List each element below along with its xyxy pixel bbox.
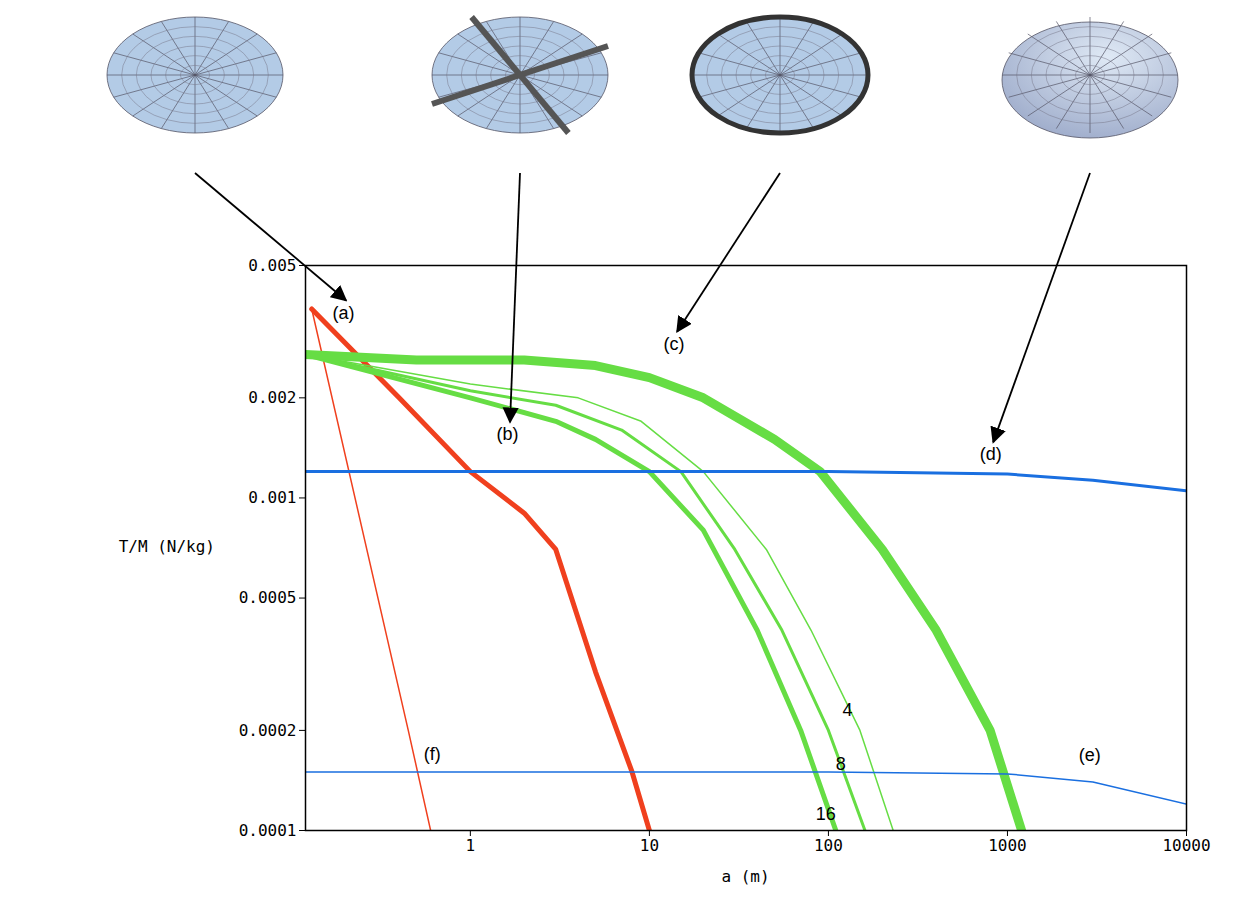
svg-text:(c): (c) [664, 334, 685, 354]
svg-text:1000: 1000 [988, 836, 1027, 855]
svg-text:0.002: 0.002 [248, 388, 296, 407]
svg-text:16: 16 [816, 804, 836, 824]
svg-text:0.0005: 0.0005 [239, 588, 297, 607]
svg-text:10: 10 [640, 836, 659, 855]
svg-text:8: 8 [836, 754, 846, 774]
svg-text:1: 1 [466, 836, 476, 855]
svg-text:a (m): a (m) [721, 867, 769, 886]
svg-text:100: 100 [814, 836, 843, 855]
svg-text:(f): (f) [424, 744, 441, 764]
svg-text:(b): (b) [497, 424, 519, 444]
svg-text:0.001: 0.001 [248, 488, 296, 507]
svg-text:T/M (N/kg): T/M (N/kg) [119, 537, 215, 556]
svg-text:(d): (d) [980, 444, 1002, 464]
svg-text:(e): (e) [1079, 745, 1101, 765]
svg-text:4: 4 [843, 700, 853, 720]
svg-text:0.0001: 0.0001 [239, 821, 297, 840]
svg-text:(a): (a) [333, 303, 355, 323]
svg-text:0.0002: 0.0002 [239, 721, 297, 740]
svg-text:10000: 10000 [1162, 836, 1210, 855]
svg-text:0.005: 0.005 [248, 256, 296, 275]
